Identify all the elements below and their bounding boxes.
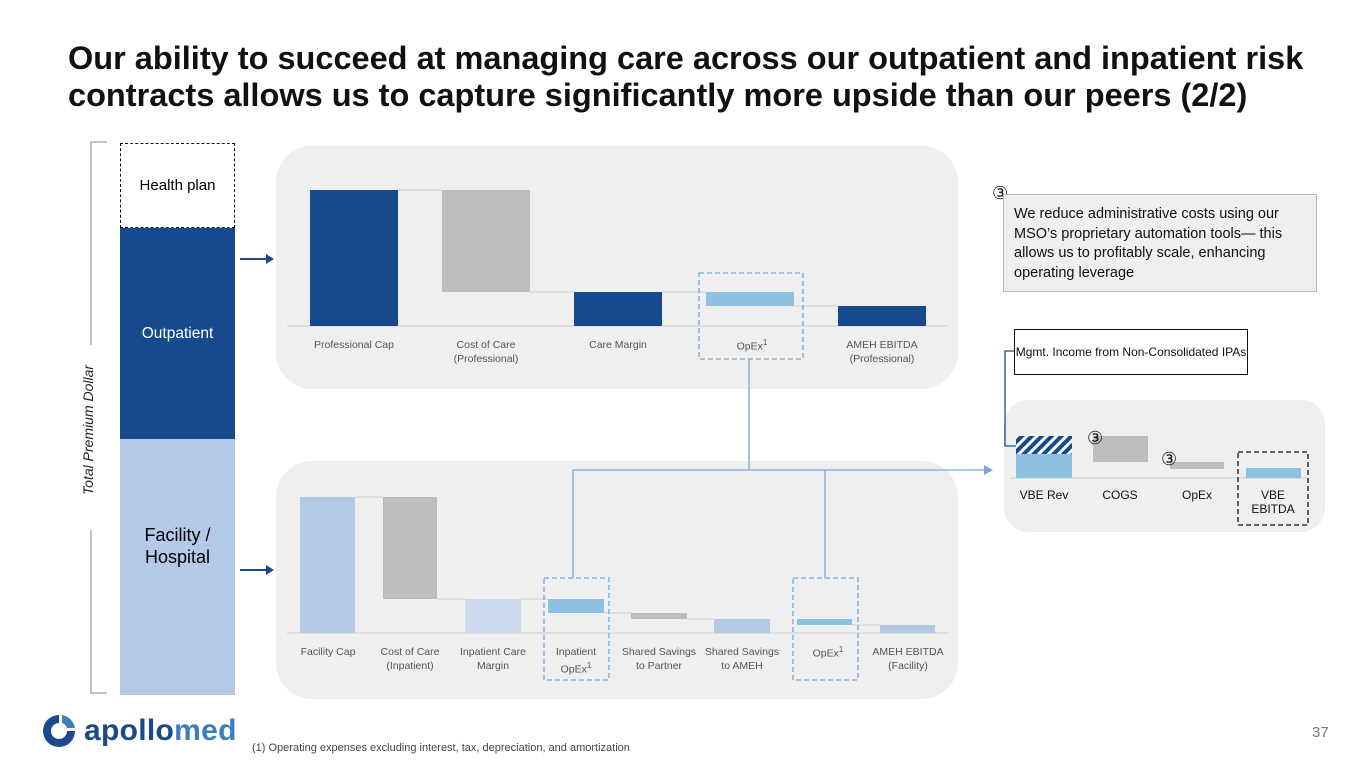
bar-shared-savings-ameh bbox=[714, 619, 770, 633]
label-inpatient-care-margin: Inpatient Care Margin bbox=[460, 645, 526, 673]
footnote-ref: 1 bbox=[838, 645, 844, 654]
footnote-ref: 1 bbox=[762, 338, 768, 347]
label-cost-of-care-inpatient: Cost of Care (Inpatient) bbox=[381, 645, 440, 673]
label-text: OpEx bbox=[736, 340, 763, 353]
label-opex-vbe: OpEx bbox=[1181, 488, 1213, 502]
logo-brand-accent: med bbox=[174, 714, 237, 747]
facility-label: Facility / Hospital bbox=[144, 525, 211, 567]
step-3-badge: ③ bbox=[1087, 428, 1104, 448]
outpatient-segment bbox=[120, 228, 235, 439]
label-line: to AMEH bbox=[721, 660, 763, 672]
footnote-ref: 1 bbox=[586, 661, 592, 670]
bar-opex bbox=[706, 292, 794, 306]
label-line: Cost of Care bbox=[380, 646, 440, 658]
mgmt-income-box: Mgmt. Income from Non-Consolidated IPAs bbox=[1014, 329, 1248, 375]
bar-mgmt-income bbox=[1016, 436, 1072, 454]
step-3-badge: ③ bbox=[1161, 449, 1178, 469]
label-line: Margin bbox=[476, 660, 510, 672]
bar-cogs bbox=[1093, 436, 1148, 462]
label-professional-cap: Professional Cap bbox=[314, 339, 394, 351]
label-vbe-ebitda: VBE EBITDA bbox=[1251, 488, 1294, 516]
bar-inpatient-care-margin bbox=[465, 599, 521, 633]
bar-professional-cap bbox=[310, 190, 398, 326]
page-number: 37 bbox=[1312, 724, 1329, 741]
bar-care-margin bbox=[574, 292, 662, 326]
arrow-right-icon bbox=[240, 254, 274, 264]
mgmt-income-connector bbox=[1004, 350, 1016, 447]
label-line: Inpatient bbox=[555, 646, 597, 658]
label-opex-facility: OpEx1 bbox=[813, 643, 844, 661]
label-shared-savings-ameh: Shared Savings to AMEH bbox=[705, 645, 779, 673]
label-ameh-ebitda: AMEH EBITDA (Professional) bbox=[846, 338, 917, 366]
label-line: (Professional) bbox=[453, 353, 519, 365]
page-title: Our ability to succeed at managing care … bbox=[68, 40, 1304, 113]
label-care-margin: Care Margin bbox=[589, 339, 647, 351]
logo-text: apollomed bbox=[84, 714, 237, 748]
label-vbe-rev: VBE Rev bbox=[1019, 488, 1069, 502]
bar-facility-cap bbox=[300, 497, 355, 633]
label-text: OpEx bbox=[560, 663, 587, 676]
label-opex: OpEx1 bbox=[737, 336, 768, 354]
label-inpatient-opex: Inpatient OpEx1 bbox=[556, 645, 596, 677]
label-shared-savings-partner: Shared Savings to Partner bbox=[622, 645, 696, 673]
label-cost-of-care: Cost of Care (Professional) bbox=[454, 338, 519, 366]
health-plan-label: Health plan bbox=[139, 177, 216, 194]
bar-cost-of-care bbox=[442, 190, 530, 292]
label-cogs: COGS bbox=[1102, 488, 1138, 502]
footnote: (1) Operating expenses excluding interes… bbox=[252, 742, 630, 754]
label-line: AMEH EBITDA bbox=[846, 339, 918, 351]
label-ameh-ebitda-facility: AMEH EBITDA (Facility) bbox=[872, 645, 943, 673]
label-line: VBE bbox=[1260, 488, 1285, 502]
label-line: Shared Savings bbox=[704, 646, 780, 658]
label-line: Inpatient Care bbox=[460, 646, 526, 658]
arrow-right-icon bbox=[240, 565, 274, 575]
bar-inpatient-opex bbox=[548, 599, 604, 613]
bar-vbe-ebitda bbox=[1246, 468, 1301, 478]
bar-cost-of-care-inpatient bbox=[383, 497, 437, 599]
label-line: EBITDA bbox=[1251, 502, 1295, 516]
label-line: AMEH EBITDA bbox=[872, 646, 944, 658]
vbe-ebitda-highlight-box bbox=[1237, 451, 1309, 526]
opex-highlight-box bbox=[698, 272, 804, 360]
bar-ameh-ebitda-facility bbox=[880, 625, 935, 633]
label-facility-cap: Facility Cap bbox=[300, 646, 356, 658]
label-line: OpEx1 bbox=[556, 659, 596, 677]
apollomed-logo: apollomed bbox=[40, 712, 237, 750]
logo-brand: apollo bbox=[84, 714, 175, 747]
label-line: (Professional) bbox=[849, 353, 915, 365]
bar-opex-vbe bbox=[1170, 462, 1224, 469]
bracket bbox=[90, 141, 107, 694]
label-line: Shared Savings bbox=[621, 646, 697, 658]
label-line: Cost of Care bbox=[456, 339, 516, 351]
label-line: (Inpatient) bbox=[386, 660, 434, 672]
bar-ameh-ebitda bbox=[838, 306, 926, 326]
bar-opex-facility bbox=[797, 619, 852, 625]
inpatient-opex-highlight-box bbox=[543, 577, 610, 681]
health-plan-segment bbox=[120, 143, 235, 228]
label-line: (Facility) bbox=[888, 660, 928, 672]
logo-icon bbox=[43, 715, 75, 747]
callout-box: We reduce administrative costs using our… bbox=[1003, 194, 1317, 292]
label-line: to Partner bbox=[635, 660, 683, 672]
outpatient-label: Outpatient bbox=[141, 325, 214, 342]
facility-segment bbox=[120, 439, 235, 695]
bar-vbe-rev bbox=[1016, 454, 1072, 478]
bar-shared-savings-partner bbox=[631, 613, 687, 619]
label-text: OpEx bbox=[812, 647, 839, 660]
